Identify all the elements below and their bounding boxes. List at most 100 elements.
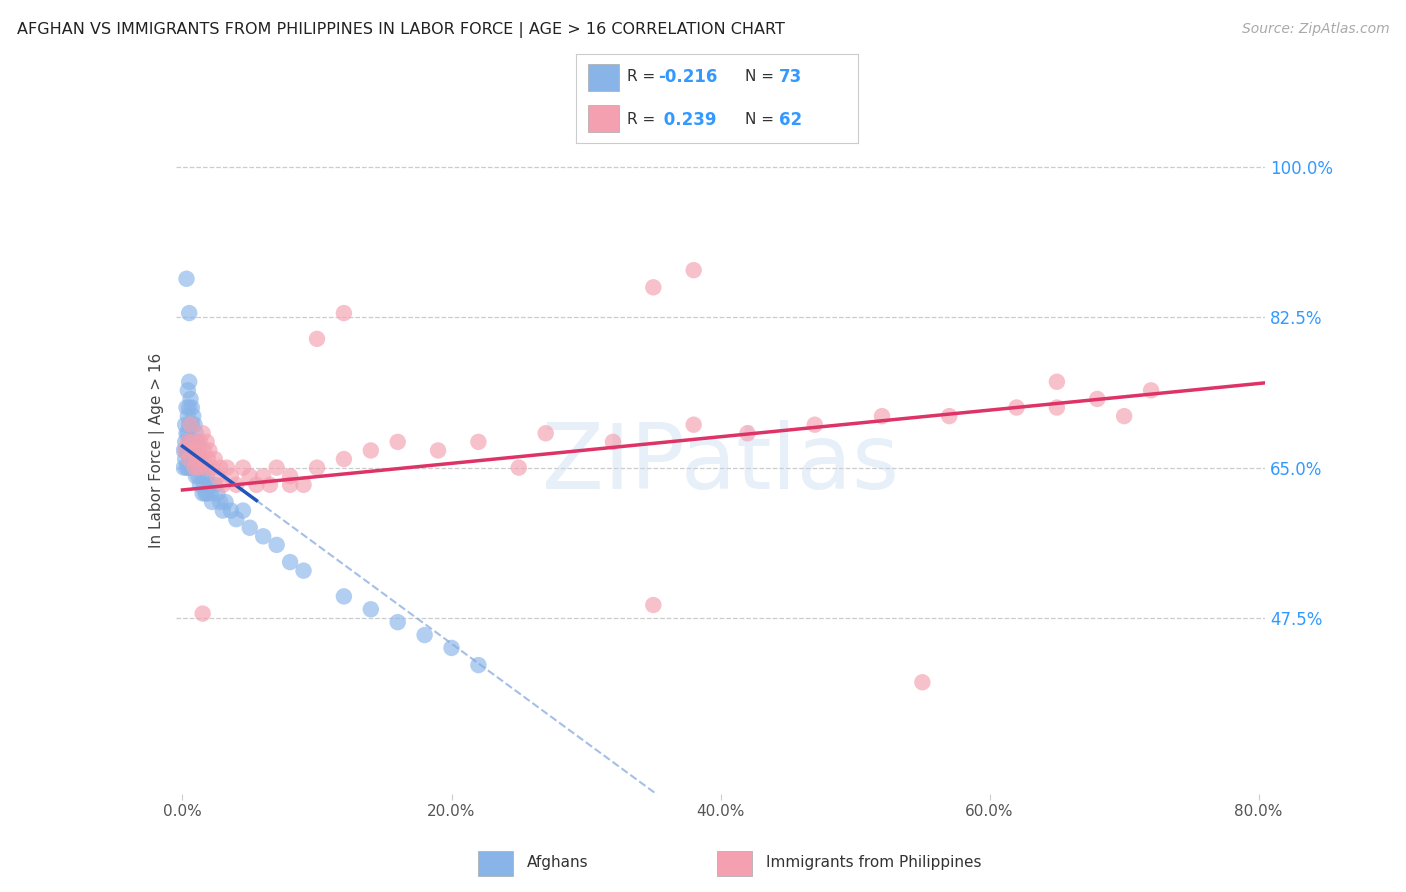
Point bbox=[305, 332, 328, 346]
Point bbox=[174, 443, 197, 458]
Point bbox=[177, 426, 200, 441]
Point bbox=[602, 434, 624, 449]
Point bbox=[803, 417, 825, 432]
Point bbox=[177, 460, 200, 475]
Point bbox=[183, 434, 205, 449]
Point bbox=[180, 401, 202, 415]
Point bbox=[177, 409, 200, 424]
Point bbox=[211, 503, 233, 517]
Point bbox=[211, 478, 233, 492]
Point bbox=[180, 417, 202, 432]
Point bbox=[191, 426, 214, 441]
Point bbox=[184, 443, 207, 458]
Point bbox=[187, 469, 209, 483]
Point bbox=[180, 434, 202, 449]
Bar bbox=[588, 64, 619, 91]
Point bbox=[209, 460, 232, 475]
Point bbox=[191, 469, 214, 483]
Point bbox=[176, 401, 198, 415]
Point bbox=[179, 452, 201, 467]
Point bbox=[643, 598, 665, 612]
Point bbox=[176, 426, 198, 441]
Point bbox=[333, 590, 356, 604]
Point bbox=[181, 434, 204, 449]
Bar bbox=[478, 851, 513, 876]
Point bbox=[266, 538, 288, 552]
Point bbox=[187, 460, 209, 475]
Point bbox=[682, 417, 704, 432]
Point bbox=[193, 443, 215, 458]
Text: R =: R = bbox=[627, 112, 661, 127]
Point bbox=[207, 486, 229, 500]
Point bbox=[177, 384, 200, 398]
Point bbox=[183, 460, 205, 475]
Point bbox=[179, 434, 201, 449]
Point bbox=[191, 607, 214, 621]
Point bbox=[186, 434, 208, 449]
Point bbox=[176, 443, 198, 458]
Point bbox=[219, 469, 242, 483]
Point bbox=[278, 555, 301, 569]
Point bbox=[176, 460, 198, 475]
Point bbox=[508, 460, 530, 475]
Point bbox=[191, 486, 214, 500]
Point bbox=[187, 443, 209, 458]
Point bbox=[643, 280, 665, 294]
Point bbox=[467, 434, 489, 449]
Point bbox=[204, 478, 226, 492]
Point bbox=[278, 478, 301, 492]
Text: 0.239: 0.239 bbox=[658, 111, 717, 128]
Point bbox=[215, 460, 238, 475]
Point bbox=[333, 452, 356, 467]
Point bbox=[870, 409, 893, 424]
Point bbox=[278, 469, 301, 483]
Point bbox=[200, 486, 222, 500]
Text: N =: N = bbox=[745, 112, 779, 127]
Point bbox=[259, 478, 281, 492]
Point bbox=[197, 452, 219, 467]
Point bbox=[184, 469, 207, 483]
Point bbox=[305, 460, 328, 475]
Text: Immigrants from Philippines: Immigrants from Philippines bbox=[766, 855, 981, 870]
Point bbox=[176, 271, 198, 285]
Point bbox=[911, 675, 934, 690]
Point bbox=[232, 503, 254, 517]
Point bbox=[179, 375, 201, 389]
Point bbox=[252, 529, 274, 543]
Point bbox=[1046, 375, 1069, 389]
Text: ZIPatlas: ZIPatlas bbox=[543, 420, 898, 508]
Point bbox=[179, 306, 201, 320]
Point bbox=[387, 434, 409, 449]
Point bbox=[214, 495, 236, 509]
Point bbox=[188, 434, 211, 449]
Point bbox=[188, 452, 211, 467]
Point bbox=[174, 417, 197, 432]
Point bbox=[174, 434, 197, 449]
Text: -0.216: -0.216 bbox=[658, 68, 717, 86]
Point bbox=[181, 452, 204, 467]
Point bbox=[180, 460, 202, 475]
Point bbox=[195, 469, 218, 483]
Point bbox=[174, 452, 197, 467]
Point bbox=[1114, 409, 1136, 424]
Point bbox=[184, 426, 207, 441]
Point bbox=[225, 478, 247, 492]
Point bbox=[173, 443, 195, 458]
Point bbox=[1046, 401, 1069, 415]
Point bbox=[186, 443, 208, 458]
Point bbox=[186, 460, 208, 475]
Point bbox=[198, 443, 221, 458]
Point bbox=[413, 628, 436, 642]
Point bbox=[177, 434, 200, 449]
Point bbox=[333, 306, 356, 320]
Text: AFGHAN VS IMMIGRANTS FROM PHILIPPINES IN LABOR FORCE | AGE > 16 CORRELATION CHAR: AFGHAN VS IMMIGRANTS FROM PHILIPPINES IN… bbox=[17, 22, 785, 38]
Text: Afghans: Afghans bbox=[527, 855, 589, 870]
Point bbox=[184, 452, 207, 467]
Point bbox=[201, 460, 224, 475]
Point bbox=[266, 460, 288, 475]
Point bbox=[427, 443, 450, 458]
Point bbox=[737, 426, 759, 441]
Bar bbox=[588, 105, 619, 132]
Point bbox=[180, 417, 202, 432]
Point bbox=[195, 434, 218, 449]
